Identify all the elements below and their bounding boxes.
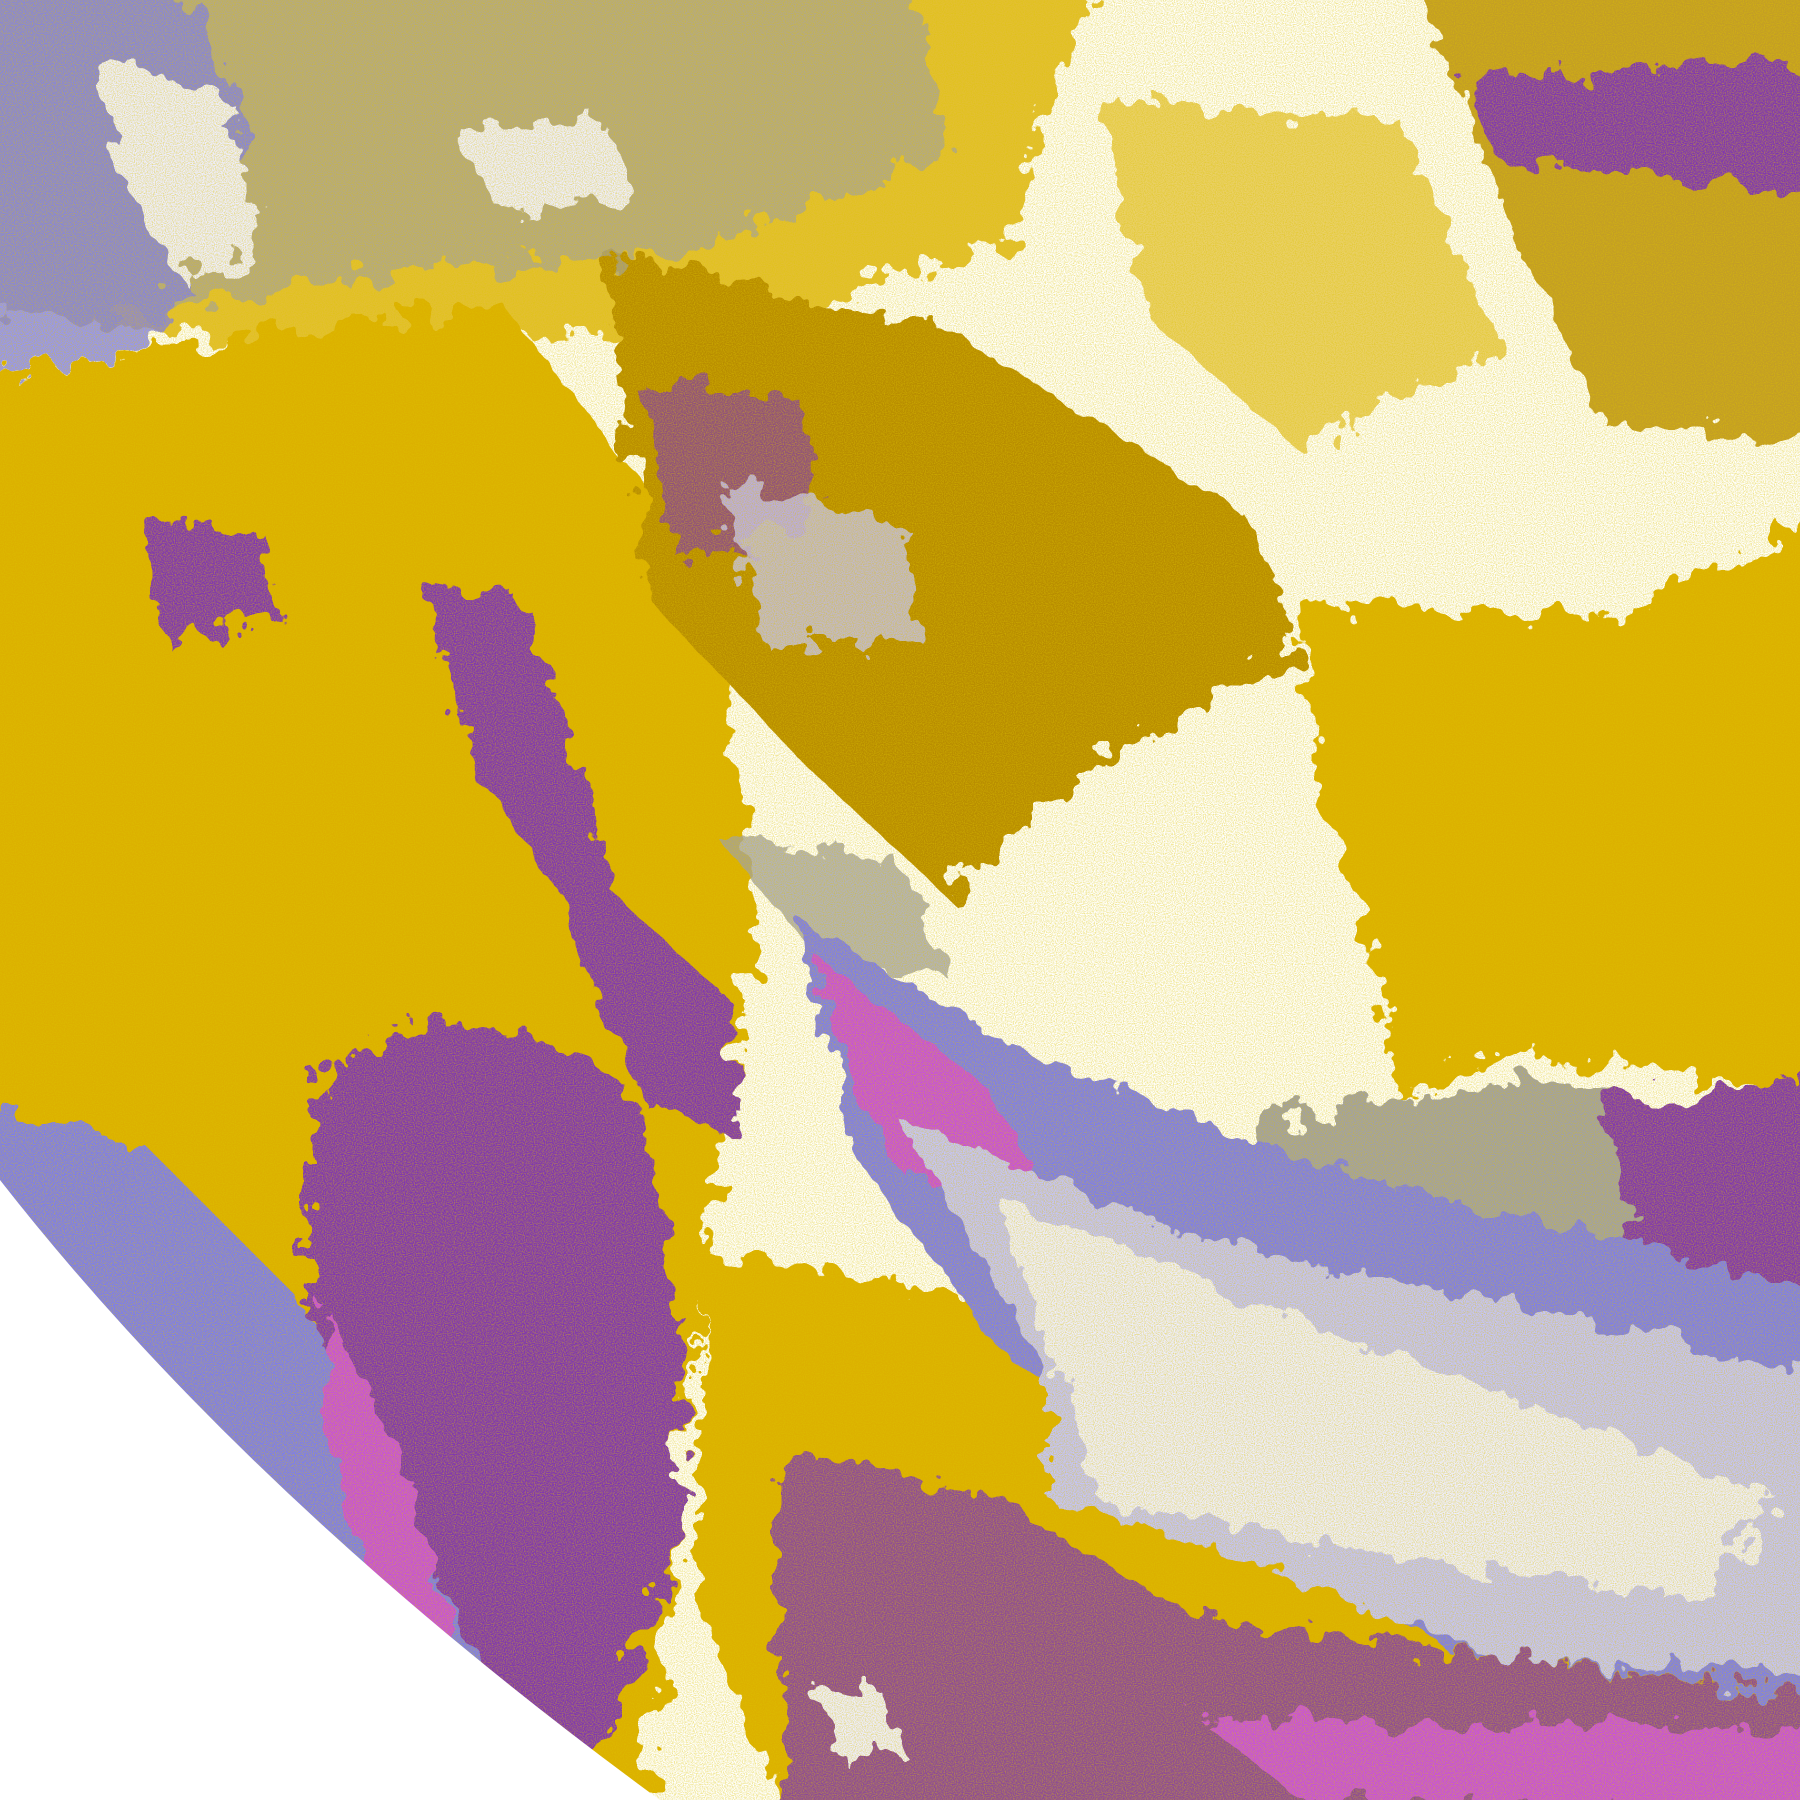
texture-speckle [0,0,1800,1800]
satellite-map [0,0,1800,1800]
